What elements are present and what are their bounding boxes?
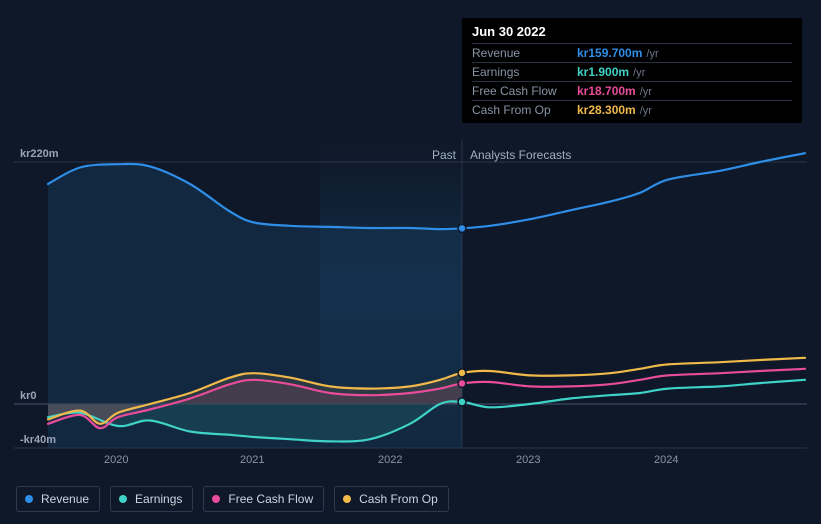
marker-revenue xyxy=(458,224,466,232)
marker-cfo xyxy=(458,369,466,377)
tooltip-unit: /yr xyxy=(646,48,658,60)
legend-item-earnings[interactable]: Earnings xyxy=(110,486,193,512)
marker-fcf xyxy=(458,379,466,387)
x-axis-tick-label: 2024 xyxy=(654,454,678,466)
x-axis-tick-label: 2022 xyxy=(378,454,402,466)
tooltip-metric-label: Free Cash Flow xyxy=(472,84,577,98)
tooltip-row: Free Cash Flowkr18.700m/yr xyxy=(472,81,792,100)
tooltip-row: Earningskr1.900m/yr xyxy=(472,62,792,81)
forecast-section-label: Analysts Forecasts xyxy=(470,148,571,162)
tooltip-metric-value: kr18.700m xyxy=(577,84,636,98)
tooltip-metric-label: Cash From Op xyxy=(472,103,577,117)
y-axis-tick-label: -kr40m xyxy=(20,434,56,446)
tooltip-metric-value: kr1.900m xyxy=(577,65,629,79)
chart-legend: Revenue Earnings Free Cash Flow Cash From O… xyxy=(16,486,449,512)
y-axis-tick-label: kr220m xyxy=(20,148,59,160)
legend-item-revenue[interactable]: Revenue xyxy=(16,486,100,512)
tooltip-unit: /yr xyxy=(640,86,652,98)
tooltip-metric-value: kr28.300m xyxy=(577,103,636,117)
marker-earnings xyxy=(458,398,466,406)
legend-dot-icon xyxy=(119,495,127,503)
tooltip-row: Cash From Opkr28.300m/yr xyxy=(472,100,792,119)
tooltip-unit: /yr xyxy=(640,105,652,117)
x-axis-tick-label: 2020 xyxy=(104,454,128,466)
legend-label: Revenue xyxy=(41,492,89,506)
legend-item-cash-from-op[interactable]: Cash From Op xyxy=(334,486,449,512)
legend-dot-icon xyxy=(343,495,351,503)
x-axis-tick-label: 2023 xyxy=(516,454,540,466)
legend-item-free-cash-flow[interactable]: Free Cash Flow xyxy=(203,486,324,512)
tooltip-metric-label: Revenue xyxy=(472,46,577,60)
tooltip-metric-value: kr159.700m xyxy=(577,46,642,60)
financial-forecast-chart: kr220m kr0 -kr40m 2020 2021 2022 2023 2024 Pas… xyxy=(0,0,821,524)
legend-dot-icon xyxy=(25,495,33,503)
x-axis-tick-label: 2021 xyxy=(240,454,264,466)
tooltip-date: Jun 30 2022 xyxy=(472,24,792,43)
chart-tooltip: Jun 30 2022 Revenuekr159.700m/yrEarnings… xyxy=(462,18,802,123)
legend-label: Cash From Op xyxy=(359,492,438,506)
legend-label: Free Cash Flow xyxy=(228,492,313,506)
y-axis-tick-label: kr0 xyxy=(20,390,37,402)
legend-label: Earnings xyxy=(135,492,182,506)
past-section-label: Past xyxy=(432,148,456,162)
tooltip-row: Revenuekr159.700m/yr xyxy=(472,43,792,62)
tooltip-unit: /yr xyxy=(633,67,645,79)
tooltip-metric-label: Earnings xyxy=(472,65,577,79)
legend-dot-icon xyxy=(212,495,220,503)
